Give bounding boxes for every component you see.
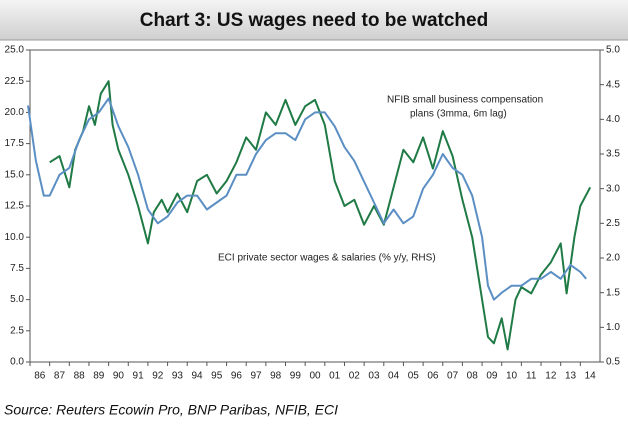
x-tick-label: 14 [585, 371, 597, 382]
x-tick-label: 93 [172, 371, 184, 382]
x-tick-label: 13 [565, 371, 577, 382]
y2-tick-label: 2.0 [606, 253, 620, 264]
x-tick-label: 94 [192, 371, 204, 382]
y2-tick-label: 4.0 [606, 114, 620, 125]
x-tick-label: 86 [34, 371, 46, 382]
x-tick-label: 06 [427, 371, 439, 382]
x-tick-label: 02 [349, 371, 361, 382]
x-tick-label: 88 [74, 371, 86, 382]
x-tick-label: 12 [545, 371, 557, 382]
x-tick-label: 03 [368, 371, 380, 382]
y-tick-label: 17.5 [5, 138, 25, 149]
y2-tick-label: 1.0 [606, 322, 620, 333]
y-tick-label: 15.0 [5, 169, 25, 180]
x-tick-label: 04 [388, 371, 400, 382]
y-tick-label: 12.5 [5, 201, 25, 212]
y-tick-label: 22.5 [5, 76, 25, 87]
x-tick-label: 87 [54, 371, 66, 382]
y-tick-label: 2.5 [10, 325, 24, 336]
x-tick-label: 05 [408, 371, 420, 382]
chart-title: Chart 3: US wages need to be watched [140, 10, 488, 31]
series-line [49, 80, 592, 351]
series-line [27, 97, 587, 301]
x-tick-label: 99 [290, 371, 302, 382]
x-tick-label: 90 [113, 371, 125, 382]
y2-tick-label: 3.5 [606, 149, 620, 160]
y2-tick-label: 4.5 [606, 79, 620, 90]
x-tick-label: 10 [506, 371, 518, 382]
y-tick-label: 5.0 [10, 294, 24, 305]
title-bar [0, 0, 628, 40]
y-tick-label: 10.0 [5, 232, 25, 243]
x-tick-label: 00 [309, 371, 321, 382]
y-tick-label: 25.0 [5, 45, 25, 56]
annotation: NFIB small business compensation [387, 95, 543, 106]
x-tick-label: 97 [250, 371, 262, 382]
x-tick-label: 89 [93, 371, 105, 382]
annotation: ECI private sector wages & salaries (% y… [218, 253, 436, 264]
annotation: plans (3mma, 6m lag) [410, 109, 507, 120]
x-tick-label: 01 [329, 371, 341, 382]
y2-tick-label: 0.5 [606, 357, 620, 368]
y-tick-label: 0.0 [10, 357, 24, 368]
y2-tick-label: 5.0 [606, 45, 620, 56]
x-tick-label: 91 [133, 371, 145, 382]
source: Source: Reuters Ecowin Pro, BNP Paribas,… [4, 402, 338, 418]
y2-tick-label: 3.0 [606, 183, 620, 194]
y-tick-label: 20.0 [5, 107, 25, 118]
y-tick-label: 7.5 [10, 263, 24, 274]
x-tick-label: 08 [467, 371, 479, 382]
y2-tick-label: 1.5 [606, 287, 620, 298]
x-tick-label: 07 [447, 371, 459, 382]
x-tick-label: 09 [486, 371, 498, 382]
x-tick-label: 98 [270, 371, 282, 382]
x-tick-label: 92 [152, 371, 164, 382]
x-tick-label: 11 [526, 371, 537, 382]
x-tick-label: 96 [231, 371, 243, 382]
x-tick-label: 95 [211, 371, 223, 382]
y2-tick-label: 2.5 [606, 218, 620, 229]
